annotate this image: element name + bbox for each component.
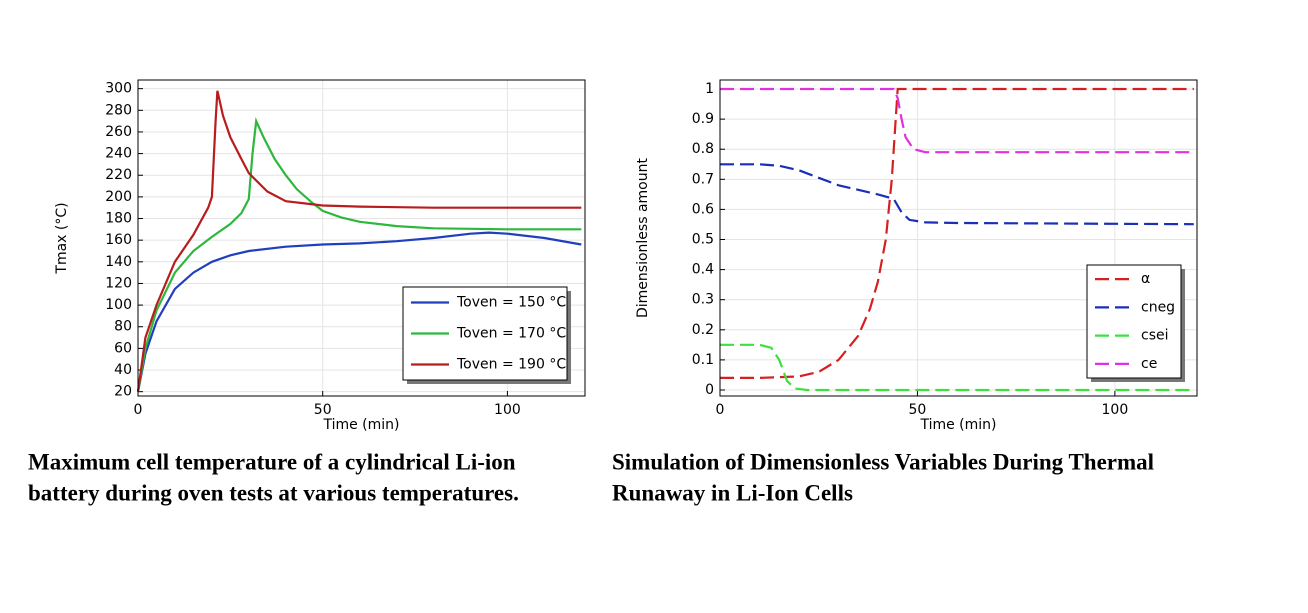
y-tick-label: 0.7: [692, 171, 714, 187]
y-tick-label: 140: [105, 254, 132, 270]
x-tick-label: 100: [1102, 402, 1129, 418]
legend-label: cneg: [1141, 299, 1175, 315]
caption: battery during oven tests at various tem…: [28, 480, 519, 505]
y-tick-label: 60: [114, 340, 132, 356]
y-tick-label: 120: [105, 275, 132, 291]
legend: [1086, 264, 1182, 379]
y-tick-label: 160: [105, 232, 132, 248]
y-tick-label: 200: [105, 189, 132, 205]
legend-label: ce: [1141, 356, 1157, 372]
series-line: [720, 163, 1194, 226]
y-tick-label: 0.5: [692, 232, 714, 248]
y-tick-label: 0.8: [692, 141, 714, 157]
y-tick-label: 0.2: [692, 322, 714, 338]
legend-label: Toven = 190 °C: [456, 357, 566, 373]
plot-frame: [137, 79, 586, 397]
y-tick-label: 20: [114, 384, 132, 400]
legend-label: Toven = 150 °C: [456, 295, 566, 311]
series-line: [136, 231, 582, 392]
caption: Maximum cell temperature of a cylindrica…: [28, 449, 516, 474]
y-tick-label: 80: [114, 319, 132, 335]
y-tick-label: 280: [105, 102, 132, 118]
y-tick-label: 40: [114, 362, 132, 378]
y-tick-label: 1: [705, 81, 714, 97]
y-axis-label: Dimensionless amount: [635, 158, 651, 318]
y-tick-label: 0: [705, 382, 714, 398]
y-tick-label: 260: [105, 124, 132, 140]
series-line: [136, 90, 582, 392]
y-tick-label: 0.4: [692, 262, 714, 278]
legend-label: α: [1141, 271, 1150, 287]
series-line: [136, 117, 582, 392]
y-tick-label: 240: [105, 146, 132, 162]
series-line: [720, 87, 1194, 379]
y-tick-label: 180: [105, 211, 132, 227]
caption: Simulation of Dimensionless Variables Du…: [612, 449, 1154, 474]
x-axis-label: Time (min): [322, 417, 399, 433]
y-tick-label: 300: [105, 81, 132, 97]
series-line: [720, 343, 1194, 392]
x-tick-label: 0: [134, 402, 143, 418]
x-tick-label: 50: [909, 402, 927, 418]
legend-label: Toven = 170 °C: [456, 326, 566, 342]
x-tick-label: 50: [314, 402, 332, 418]
x-tick-label: 0: [716, 402, 725, 418]
x-axis-label: Time (min): [919, 417, 996, 433]
y-axis-label: Tmax (°C): [54, 202, 70, 274]
y-tick-label: 0.6: [692, 201, 714, 217]
x-tick-label: 100: [494, 402, 521, 418]
y-tick-label: 220: [105, 167, 132, 183]
y-tick-label: 0.3: [692, 292, 714, 308]
y-tick-label: 0.1: [692, 352, 714, 368]
legend-label: csei: [1141, 328, 1169, 344]
y-tick-label: 100: [105, 297, 132, 313]
plot-frame: [719, 79, 1198, 397]
series-line: [720, 87, 1194, 154]
y-tick-label: 0.9: [692, 111, 714, 127]
caption: Runaway in Li-Ion Cells: [612, 480, 853, 505]
